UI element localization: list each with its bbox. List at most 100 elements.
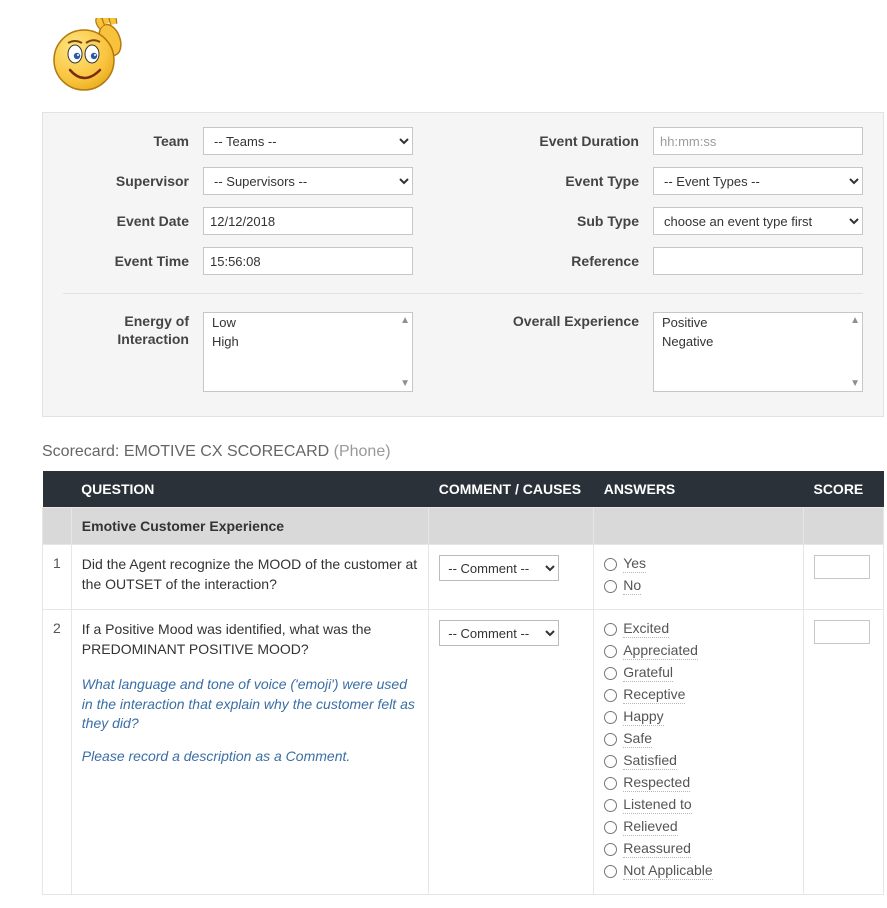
question-help: What language and tone of voice ('emoji'… xyxy=(82,675,418,734)
answer-radio[interactable] xyxy=(604,733,617,746)
logo-emoji-icon xyxy=(42,18,152,98)
answer-radio[interactable] xyxy=(604,799,617,812)
overall-listbox[interactable]: ▲ Positive Negative ▼ xyxy=(653,312,863,392)
answer-radio[interactable] xyxy=(604,821,617,834)
answer-label: Relieved xyxy=(623,818,677,836)
reference-label: Reference xyxy=(493,253,653,269)
answer-radio[interactable] xyxy=(604,623,617,636)
comment-select[interactable]: -- Comment -- xyxy=(439,620,559,646)
overall-label: Overall Experience xyxy=(493,312,653,330)
answer-label: No xyxy=(623,577,641,595)
header-area xyxy=(0,0,887,112)
energy-label: Energy of Interaction xyxy=(63,312,203,348)
answer-label: Happy xyxy=(623,708,663,726)
team-label: Team xyxy=(63,133,203,149)
answer-radio[interactable] xyxy=(604,711,617,724)
event-duration-input[interactable] xyxy=(653,127,863,155)
question-help: Please record a description as a Comment… xyxy=(82,748,418,764)
answer-option[interactable]: Respected xyxy=(604,774,793,792)
col-question-header: QUESTION xyxy=(71,471,428,508)
answer-option[interactable]: Relieved xyxy=(604,818,793,836)
scorecard-title-name: EMOTIVE CX SCORECARD xyxy=(124,443,329,460)
scroll-up-icon: ▲ xyxy=(850,315,860,326)
event-date-input[interactable] xyxy=(203,207,413,235)
answer-radio[interactable] xyxy=(604,689,617,702)
score-input[interactable] xyxy=(814,620,870,644)
answers-cell: Excited Appreciated Grateful Receptive Happy… xyxy=(594,610,804,895)
answer-option[interactable]: Reassured xyxy=(604,840,793,858)
answer-option[interactable]: Yes xyxy=(604,555,793,573)
energy-listbox[interactable]: ▲ Low High ▼ xyxy=(203,312,413,392)
form-grid-bottom: Energy of Interaction ▲ Low High ▼ Overa… xyxy=(63,293,863,392)
answer-label: Yes xyxy=(623,555,646,573)
answer-option[interactable]: No xyxy=(604,577,793,595)
question-text: If a Positive Mood was identified, what … xyxy=(82,620,418,659)
section-row: Emotive Customer Experience xyxy=(43,508,884,545)
list-item[interactable]: High xyxy=(204,332,412,351)
answer-radio[interactable] xyxy=(604,667,617,680)
event-time-label: Event Time xyxy=(63,253,203,269)
answer-label: Not Applicable xyxy=(623,862,713,880)
col-comment-header: COMMENT / CAUSES xyxy=(429,471,594,508)
event-type-select[interactable]: -- Event Types -- xyxy=(653,167,863,195)
scroll-down-icon: ▼ xyxy=(400,378,410,389)
reference-input[interactable] xyxy=(653,247,863,275)
comment-select[interactable]: -- Comment -- xyxy=(439,555,559,581)
col-score-header: SCORE xyxy=(803,471,883,508)
answer-radio[interactable] xyxy=(604,558,617,571)
list-item[interactable]: Low xyxy=(204,313,412,332)
list-item[interactable]: Negative xyxy=(654,332,862,351)
answer-radio[interactable] xyxy=(604,843,617,856)
answers-cell: Yes No xyxy=(594,545,804,610)
event-date-label: Event Date xyxy=(63,213,203,229)
team-select[interactable]: -- Teams -- xyxy=(203,127,413,155)
score-input[interactable] xyxy=(814,555,870,579)
sub-type-select[interactable]: choose an event type first xyxy=(653,207,863,235)
scroll-up-icon: ▲ xyxy=(400,315,410,326)
table-row: 1 Did the Agent recognize the MOOD of th… xyxy=(43,545,884,610)
event-time-input[interactable] xyxy=(203,247,413,275)
answer-option[interactable]: Not Applicable xyxy=(604,862,793,880)
row-num: 2 xyxy=(43,610,72,895)
answer-label: Safe xyxy=(623,730,652,748)
supervisor-label: Supervisor xyxy=(63,173,203,189)
row-num: 1 xyxy=(43,545,72,610)
answer-radio[interactable] xyxy=(604,580,617,593)
answer-label: Grateful xyxy=(623,664,673,682)
answer-label: Excited xyxy=(623,620,669,638)
score-table: QUESTION COMMENT / CAUSES ANSWERS SCORE … xyxy=(42,471,884,895)
form-panel: Team -- Teams -- Event Duration Supervis… xyxy=(42,112,884,417)
sub-type-label: Sub Type xyxy=(493,213,653,229)
answer-option[interactable]: Grateful xyxy=(604,664,793,682)
scorecard-title-prefix: Scorecard: xyxy=(42,443,124,460)
answer-radio[interactable] xyxy=(604,777,617,790)
answer-radio[interactable] xyxy=(604,645,617,658)
supervisor-select[interactable]: -- Supervisors -- xyxy=(203,167,413,195)
event-duration-label: Event Duration xyxy=(493,133,653,149)
answer-option[interactable]: Safe xyxy=(604,730,793,748)
answer-label: Receptive xyxy=(623,686,685,704)
answer-label: Appreciated xyxy=(623,642,698,660)
answer-option[interactable]: Satisfied xyxy=(604,752,793,770)
section-title: Emotive Customer Experience xyxy=(71,508,428,545)
answer-option[interactable]: Excited xyxy=(604,620,793,638)
answer-option[interactable]: Receptive xyxy=(604,686,793,704)
answer-label: Reassured xyxy=(623,840,691,858)
table-row: 2 If a Positive Mood was identified, wha… xyxy=(43,610,884,895)
answer-radio[interactable] xyxy=(604,755,617,768)
answer-label: Listened to xyxy=(623,796,692,814)
answer-option[interactable]: Happy xyxy=(604,708,793,726)
answer-option[interactable]: Appreciated xyxy=(604,642,793,660)
answer-radio[interactable] xyxy=(604,865,617,878)
answer-option[interactable]: Listened to xyxy=(604,796,793,814)
scorecard-title: Scorecard: EMOTIVE CX SCORECARD (Phone) xyxy=(42,443,887,461)
form-grid: Team -- Teams -- Event Duration Supervis… xyxy=(63,127,863,287)
answer-label: Respected xyxy=(623,774,690,792)
col-answers-header: ANSWERS xyxy=(594,471,804,508)
col-num-header xyxy=(43,471,72,508)
scroll-down-icon: ▼ xyxy=(850,378,860,389)
scorecard-title-suffix: (Phone) xyxy=(329,443,390,460)
answer-label: Satisfied xyxy=(623,752,677,770)
list-item[interactable]: Positive xyxy=(654,313,862,332)
question-text: Did the Agent recognize the MOOD of the … xyxy=(82,555,418,594)
